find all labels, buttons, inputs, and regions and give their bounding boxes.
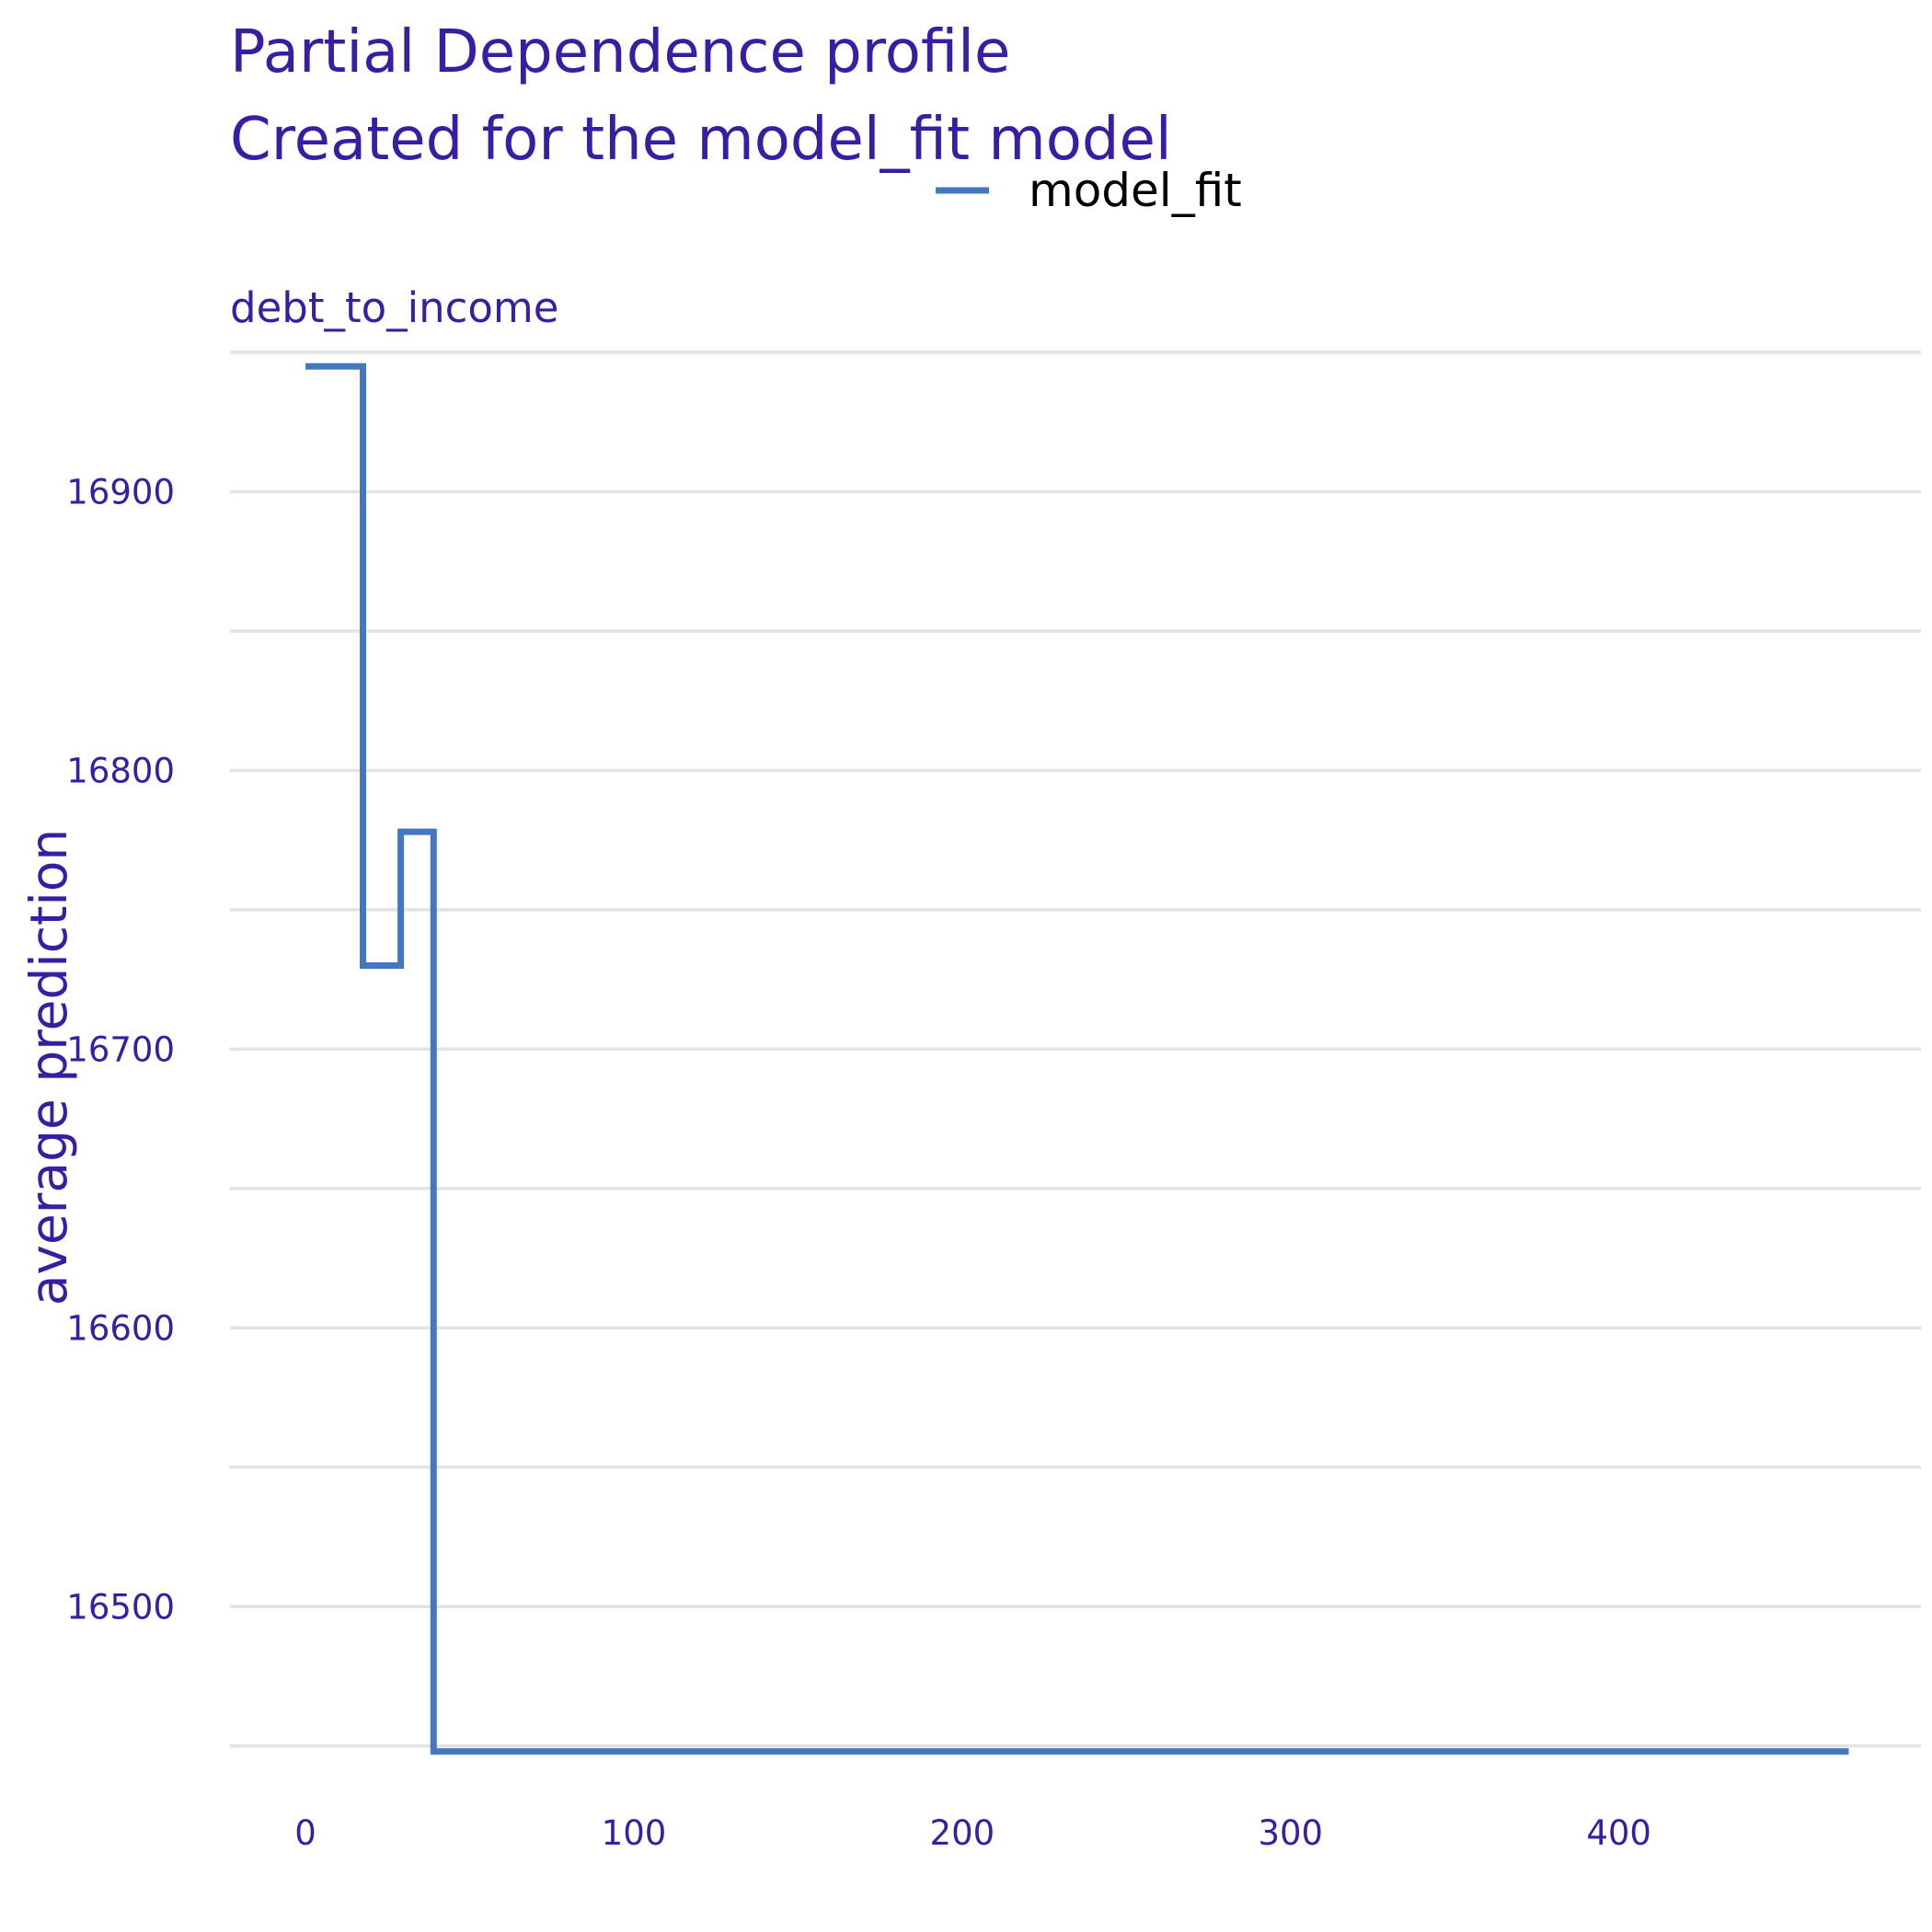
series-line-model-fit [305,362,1849,1755]
y-tick-label: 16800 [66,751,175,790]
legend-label-model-fit: model_fit [1029,164,1242,217]
series-lines [305,362,1849,1755]
y-tick-label: 16500 [66,1587,175,1627]
x-tick-label: 400 [1586,1813,1651,1853]
chart-title: Partial Dependence profile [230,18,1010,86]
y-tick-label: 16900 [66,473,175,512]
panel-label: debt_to_income [230,283,558,332]
x-tick-label: 300 [1258,1813,1323,1853]
y-tick-labels: 16500 16600 16700 16800 16900 [66,473,175,1627]
x-tick-label: 0 [294,1813,316,1853]
x-tick-label: 100 [602,1813,667,1853]
chart-subtitle: Created for the model_fit model [230,106,1172,174]
gridlines [230,351,1921,1748]
y-tick-label: 16600 [66,1308,175,1348]
y-tick-label: 16700 [66,1029,175,1069]
y-axis-title: average prediction [19,829,78,1306]
x-tick-label: 200 [930,1813,995,1853]
legend: model_fit [936,164,1242,217]
x-tick-labels: 0 100 200 300 400 [294,1813,1651,1853]
